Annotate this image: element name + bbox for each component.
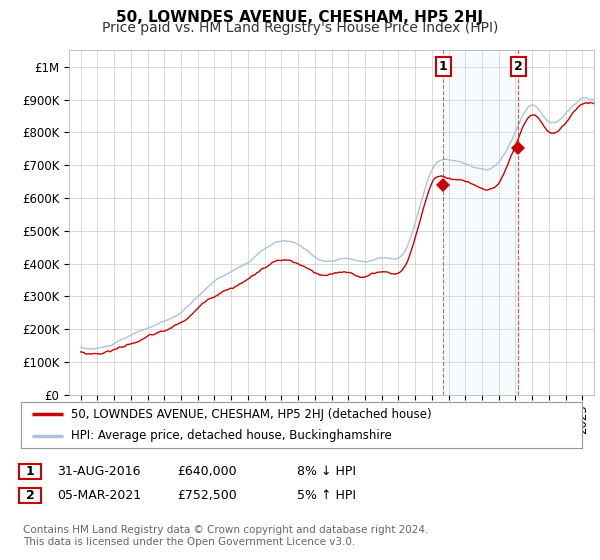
Text: 1: 1	[439, 60, 448, 73]
Text: 50, LOWNDES AVENUE, CHESHAM, HP5 2HJ (detached house): 50, LOWNDES AVENUE, CHESHAM, HP5 2HJ (de…	[71, 408, 432, 421]
Text: 8% ↓ HPI: 8% ↓ HPI	[297, 465, 356, 478]
Text: 50, LOWNDES AVENUE, CHESHAM, HP5 2HJ: 50, LOWNDES AVENUE, CHESHAM, HP5 2HJ	[116, 10, 484, 25]
Text: £752,500: £752,500	[177, 489, 237, 502]
Bar	[443, 50, 518, 395]
Text: 05-MAR-2021: 05-MAR-2021	[57, 489, 141, 502]
Text: HPI: Average price, detached house, Buckinghamshire: HPI: Average price, detached house, Buck…	[71, 429, 392, 442]
Text: 5% ↑ HPI: 5% ↑ HPI	[297, 489, 356, 502]
Text: £640,000: £640,000	[177, 465, 236, 478]
Text: 2: 2	[26, 489, 34, 502]
Text: 31-AUG-2016: 31-AUG-2016	[57, 465, 140, 478]
Text: Contains HM Land Registry data © Crown copyright and database right 2024.
This d: Contains HM Land Registry data © Crown c…	[23, 525, 428, 547]
Text: 2: 2	[514, 60, 523, 73]
Text: Price paid vs. HM Land Registry's House Price Index (HPI): Price paid vs. HM Land Registry's House …	[102, 21, 498, 35]
Text: 1: 1	[26, 465, 34, 478]
